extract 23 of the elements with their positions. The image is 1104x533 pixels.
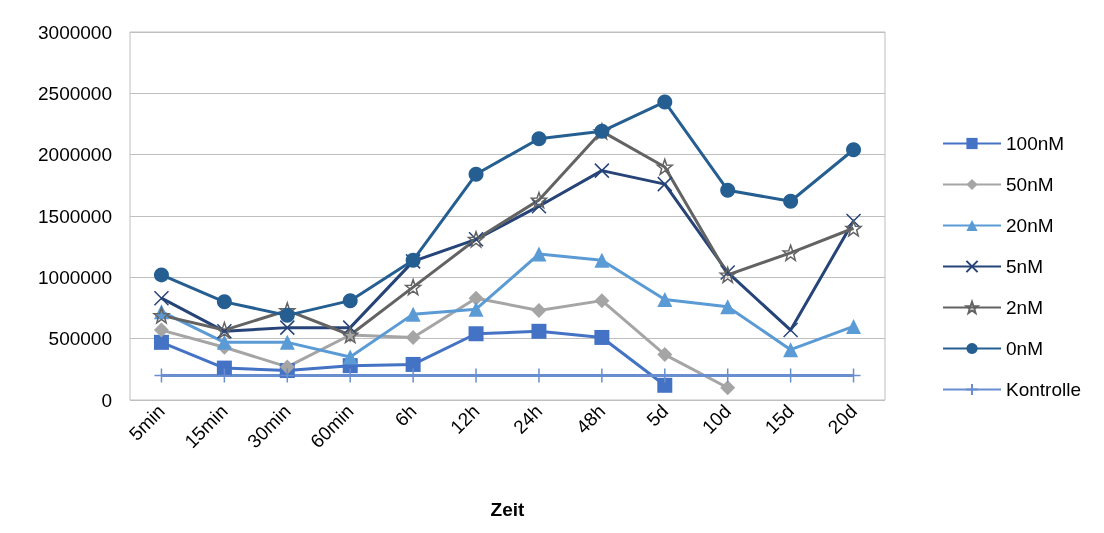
x-tick-label: 20d	[823, 400, 861, 438]
y-tick-label: 1500000	[38, 205, 112, 227]
legend-label: 100nM	[1006, 133, 1065, 154]
x-tick-label: 10d	[697, 400, 736, 438]
x-tick-label: 15d	[760, 400, 799, 438]
legend-label: 5nM	[1006, 256, 1043, 277]
y-tick-label: 3000000	[38, 21, 112, 43]
x-tick-label: 24h	[509, 400, 547, 438]
x-tick-label: 48h	[572, 400, 610, 438]
y-tick-label: 1000000	[38, 266, 112, 288]
y-tick-label: 0	[101, 389, 112, 411]
y-tick-label: 2500000	[38, 82, 112, 104]
legend-label: 50nM	[1006, 174, 1054, 195]
legend-label: Kontrolle	[1006, 379, 1082, 400]
x-tick-label: 6h	[390, 400, 421, 431]
y-tick-label: 500000	[48, 328, 112, 350]
legend-label: 0nM	[1006, 338, 1043, 359]
x-axis-title: Zeit	[490, 499, 526, 520]
y-tick-label: 2000000	[38, 144, 112, 166]
legend-label: 20nM	[1006, 215, 1054, 236]
x-tick-label: 12h	[446, 400, 484, 438]
legend-label: 2nM	[1006, 297, 1043, 318]
x-tick-label: 5d	[642, 400, 673, 431]
